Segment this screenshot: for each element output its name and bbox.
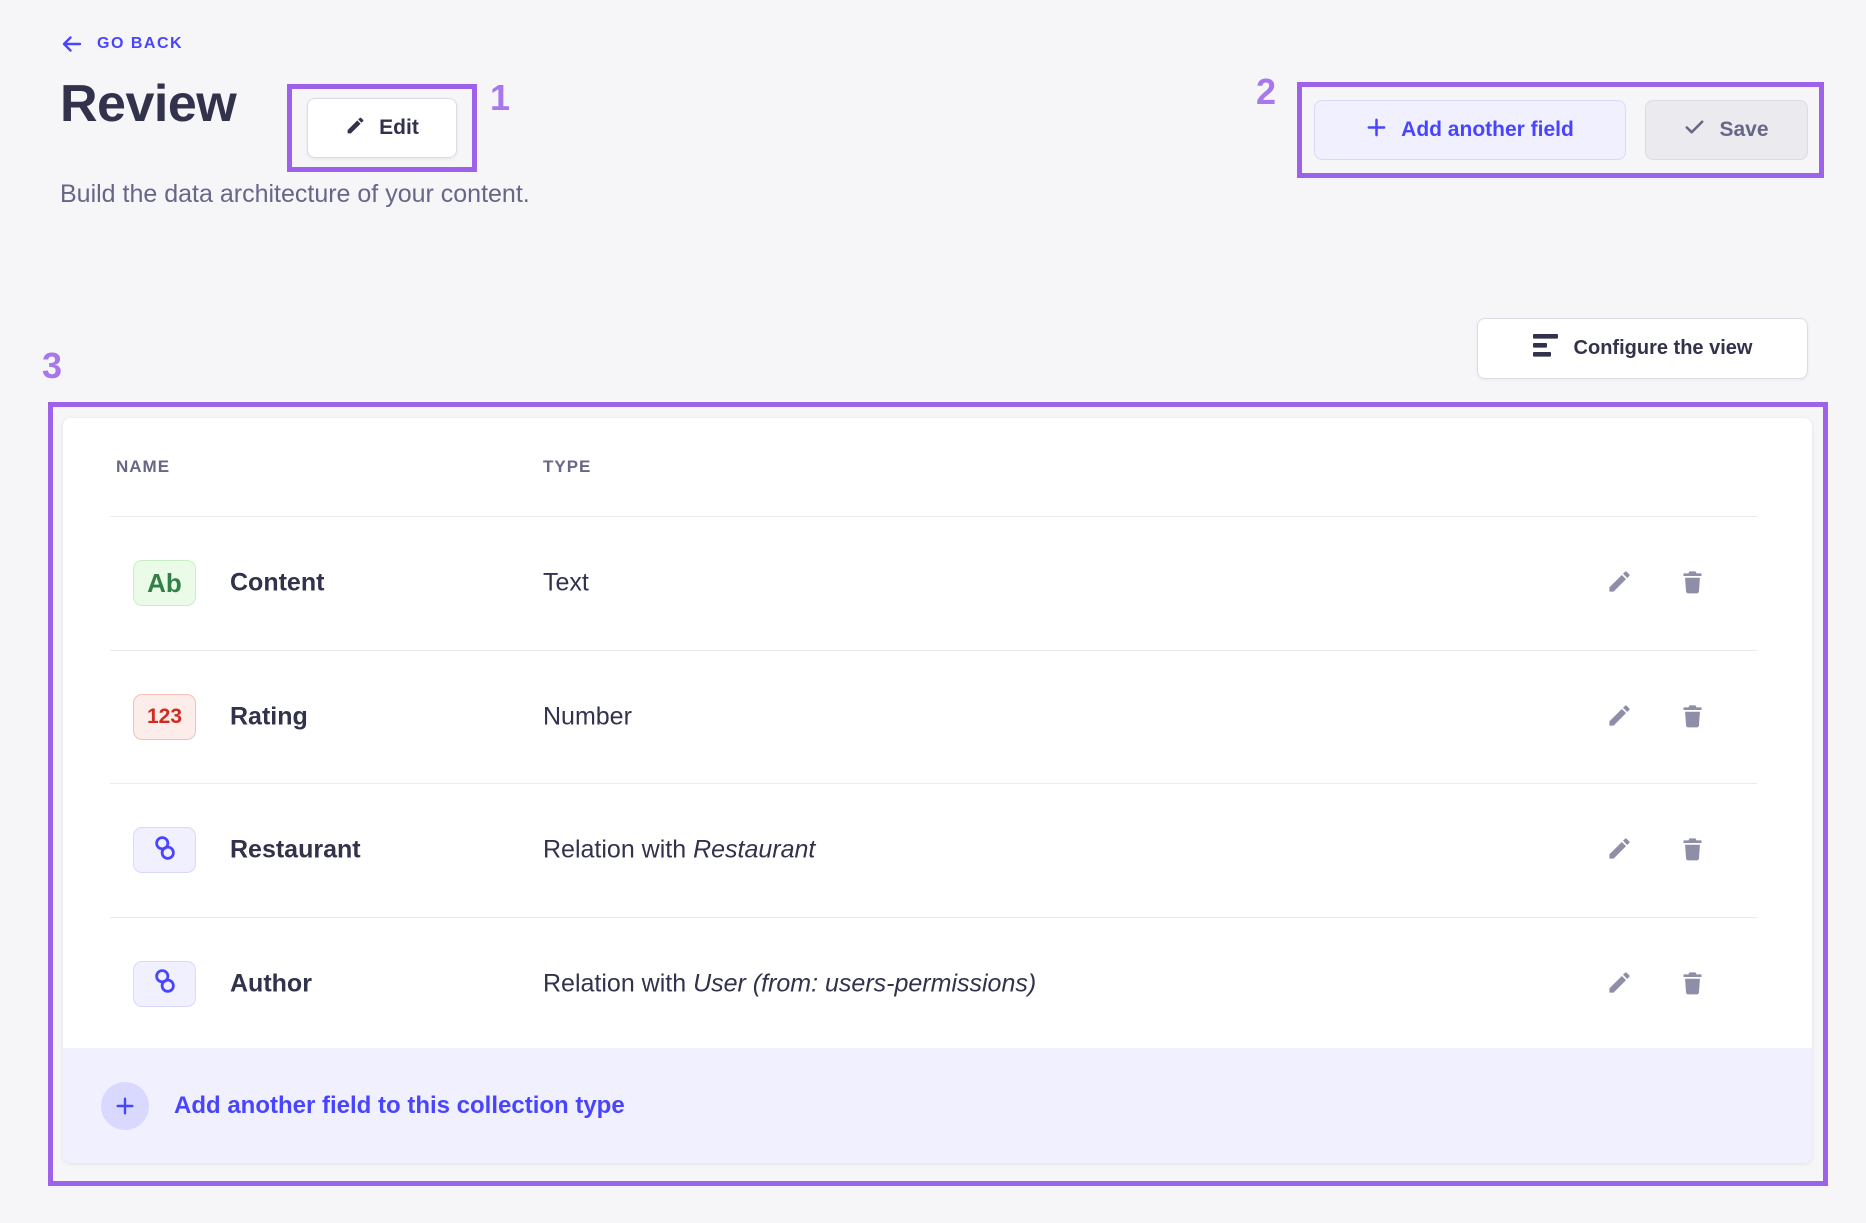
trash-icon [1679, 969, 1706, 999]
pencil-icon [1606, 568, 1633, 598]
pencil-icon [1606, 702, 1633, 732]
add-field-footer-button[interactable]: Add another field to this collection typ… [63, 1048, 1812, 1163]
fields-table-card: NAME TYPE Ab Content Text 123 Rating Num… [63, 418, 1812, 1163]
field-type: Number [543, 702, 632, 731]
row-actions [1606, 969, 1706, 999]
table-row-content: Ab Content Text [63, 517, 1812, 650]
field-type: Text [543, 568, 589, 597]
add-another-field-label: Add another field [1401, 118, 1574, 141]
pencil-icon [1606, 969, 1633, 999]
delete-field-button[interactable] [1679, 702, 1706, 732]
delete-field-button[interactable] [1679, 835, 1706, 865]
chain-link-icon [150, 966, 180, 1001]
annotation-label-3: 3 [42, 345, 63, 386]
relation-field-badge [133, 960, 196, 1007]
annotation-box-2: Add another field Save [1297, 82, 1824, 178]
text-field-badge: Ab [133, 560, 196, 607]
pencil-icon [1606, 835, 1633, 865]
save-button-label: Save [1719, 118, 1769, 141]
edit-field-button[interactable] [1606, 702, 1633, 732]
annotation-label-2: 2 [1256, 71, 1277, 112]
row-divider [110, 783, 1757, 784]
relation-field-badge [133, 827, 196, 874]
field-name: Author [230, 969, 312, 998]
field-type: Relation with Restaurant [543, 835, 816, 864]
annotation-label-1: 1 [490, 77, 511, 118]
trash-icon [1679, 568, 1706, 598]
plus-circle-icon [101, 1081, 149, 1130]
edit-field-button[interactable] [1606, 568, 1633, 598]
row-divider [110, 916, 1757, 918]
plus-icon [1365, 116, 1388, 145]
table-row-rating: 123 Rating Number [63, 651, 1812, 784]
row-actions [1606, 568, 1706, 598]
field-name: Content [230, 568, 325, 597]
number-field-badge: 123 [133, 693, 196, 740]
page-title: Review [60, 75, 237, 133]
list-lines-icon [1532, 334, 1559, 363]
add-another-field-button[interactable]: Add another field [1313, 100, 1626, 160]
row-actions [1606, 702, 1706, 732]
table-row-restaurant: Restaurant Relation with Restaurant [63, 784, 1812, 917]
trash-icon [1679, 702, 1706, 732]
page-subtitle: Build the data architecture of your cont… [60, 180, 530, 208]
field-type: Relation with User (from: users-permissi… [543, 969, 1037, 998]
table-row-author: Author Relation with User (from: users-p… [63, 918, 1812, 1051]
configure-view-label: Configure the view [1573, 337, 1753, 359]
go-back-link[interactable]: GO BACK [60, 32, 183, 56]
table-header-row: NAME TYPE [63, 418, 1812, 516]
edit-button[interactable]: Edit [307, 98, 457, 158]
go-back-label: GO BACK [97, 35, 184, 52]
column-header-name: NAME [116, 457, 171, 476]
delete-field-button[interactable] [1679, 568, 1706, 598]
save-button[interactable]: Save [1644, 100, 1808, 160]
delete-field-button[interactable] [1679, 969, 1706, 999]
annotation-box-1: Edit [287, 84, 477, 172]
edit-field-button[interactable] [1606, 969, 1633, 999]
column-header-type: TYPE [543, 457, 592, 476]
add-field-footer-label: Add another field to this collection typ… [174, 1091, 625, 1119]
field-name: Rating [230, 702, 308, 731]
row-divider [110, 649, 1757, 651]
trash-icon [1679, 835, 1706, 865]
annotation-box-3: NAME TYPE Ab Content Text 123 Rating Num… [48, 402, 1828, 1186]
header-divider [110, 516, 1757, 517]
row-actions [1606, 835, 1706, 865]
edit-button-label: Edit [379, 116, 419, 139]
chain-link-icon [150, 833, 180, 868]
check-icon [1683, 116, 1706, 145]
arrow-left-icon [60, 32, 84, 56]
edit-field-button[interactable] [1606, 835, 1633, 865]
field-name: Restaurant [230, 835, 361, 864]
pencil-icon [345, 115, 366, 142]
configure-view-button[interactable]: Configure the view [1477, 318, 1808, 379]
